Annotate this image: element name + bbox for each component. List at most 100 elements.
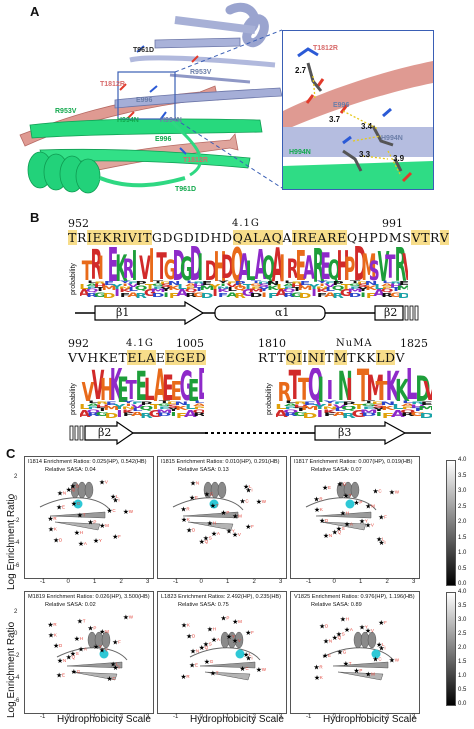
scatter-point-label: A [217, 531, 220, 536]
sequence-residue: V [411, 230, 422, 245]
scatter-point: ★ [322, 652, 328, 660]
scatter-point: ★ [389, 656, 395, 664]
plot-sasa: Relative SASA: 0.75 [178, 602, 229, 608]
scatter-point: ★ [199, 538, 205, 546]
colorbar-tick: 4.0 [458, 589, 467, 595]
scatter-point-label: W [395, 489, 400, 494]
scatter-point: ★ [112, 496, 118, 504]
y-tick: 0 [14, 631, 18, 638]
colorbar-tick: 2.0 [458, 519, 467, 525]
scatter-point-label: L [249, 652, 252, 657]
scatter-point: ★ [378, 619, 384, 627]
row2-topology-diagram [69, 420, 431, 446]
sequence-residue: L [137, 350, 147, 365]
scatter-point-label: G [210, 659, 214, 664]
colorbar-tick: 0.0 [458, 581, 467, 587]
scatter-plot-2: I1817 Enrichment Ratios: 0.007(HP), 0.01… [290, 456, 420, 579]
scatter-point-label: F [118, 534, 121, 539]
row2-end-residue: 1005 [176, 337, 204, 350]
scatter-point-label: C [378, 656, 382, 661]
scatter-point-label: L [382, 642, 385, 647]
scatter-point-label: I [118, 665, 119, 670]
scatter-point: ★ [74, 635, 80, 643]
scatter-point-label: F [251, 524, 254, 529]
scatter-point: ★ [376, 641, 382, 649]
scatter-point: ★ [359, 623, 365, 631]
sequence-residue: Q [271, 230, 283, 245]
plot-canvas: ★ A★ C★ D★ E★ F★ G★ H★ I★ K★ L★ M★ N★ P★ Q★ R★ S★ T★ V★ W★ Y [39, 479, 134, 548]
sequence-residue: H [357, 230, 370, 245]
scatter-point: ★ [199, 644, 205, 652]
sequence-residue: E [127, 350, 138, 365]
scatter-point: ★ [204, 490, 210, 498]
scatter-point: ★ [99, 647, 105, 655]
topology-beta1-label: β1 [116, 306, 130, 319]
scatter-point-label: M [371, 671, 375, 676]
distance-3-3: 3.3 [359, 150, 371, 159]
scatter-point-label: N [63, 658, 66, 663]
scatter-point: ★ [48, 631, 54, 639]
scatter-point-label: Y [365, 519, 368, 524]
sequence-residue: I [296, 350, 303, 365]
row3-region-label: NuMA [336, 338, 373, 349]
sequence-residue: E [155, 350, 166, 365]
scatter-point-label: N [329, 639, 332, 644]
scatter-point: ★ [70, 482, 76, 490]
sequence-residue: L [253, 230, 263, 245]
scatter-point: ★ [378, 645, 384, 653]
scatter-point: ★ [211, 636, 217, 644]
panel-a-structure: A [0, 0, 474, 212]
scatter-point: ★ [87, 519, 93, 527]
scatter-point-label: I [251, 488, 252, 493]
scatter-point: ★ [66, 486, 72, 494]
distance-3-9: 3.9 [393, 154, 405, 163]
sequence-residue: D [199, 230, 211, 245]
scatter-point-label: E [195, 663, 198, 668]
scatter-point-label: G [77, 669, 81, 674]
scatter-point-label: K [320, 507, 323, 512]
scatter-point-label: C [112, 508, 116, 513]
inset-label-h994n-right: H994N [381, 135, 403, 142]
y-tick: -2 [14, 518, 20, 525]
sequence-residue: R [112, 230, 123, 245]
colorbar-bottom [446, 592, 456, 706]
scatter-point: ★ [245, 487, 251, 495]
scatter-point-label: P [226, 510, 229, 515]
scatter-point-label: A [350, 627, 353, 632]
scatter-point: ★ [313, 663, 319, 671]
label-t1812r-bottom: T1812R [183, 157, 208, 164]
scatter-point: ★ [66, 654, 72, 662]
colorbar-tick: 1.0 [458, 673, 467, 679]
scatter-point-label: H [213, 626, 216, 631]
colorbar-tick: 0.5 [458, 565, 467, 572]
scatter-point: ★ [256, 498, 262, 506]
sequence-residue: A [146, 350, 156, 365]
scatter-point: ★ [243, 651, 249, 659]
scatter-point-label: Y [99, 644, 102, 649]
protein-cartoon [56, 631, 128, 681]
row1-region-label: 4.1G [232, 218, 260, 229]
overview-structure-illustration [19, 3, 283, 194]
scatter-point-label: E [328, 485, 331, 490]
sequence-residue: D [195, 350, 207, 365]
y-tick: -2 [14, 653, 20, 660]
colorbar-tick: 0.5 [458, 687, 467, 693]
scatter-point: ★ [210, 502, 216, 510]
x-tick: 1 [93, 579, 97, 585]
scatter-point: ★ [226, 527, 232, 535]
plot-title: V1825 Enrichment Ratios: 0.976(HP), 1.19… [294, 594, 415, 600]
protein-cartoon [172, 481, 244, 531]
scatter-point-label: K [54, 527, 57, 532]
sequence-residue: K [366, 350, 377, 365]
distance-3-4: 3.4 [361, 122, 373, 131]
distance-3-7: 3.7 [329, 115, 341, 124]
scatter-point-label: V [238, 638, 241, 643]
sequence-residue: Q [346, 230, 358, 245]
sequence-residue: H [210, 230, 222, 245]
scatter-point: ★ [181, 622, 187, 630]
c-x-axis-title-1: Hydrophobicity Scale [57, 714, 151, 725]
scatter-point-label: S [342, 526, 345, 531]
